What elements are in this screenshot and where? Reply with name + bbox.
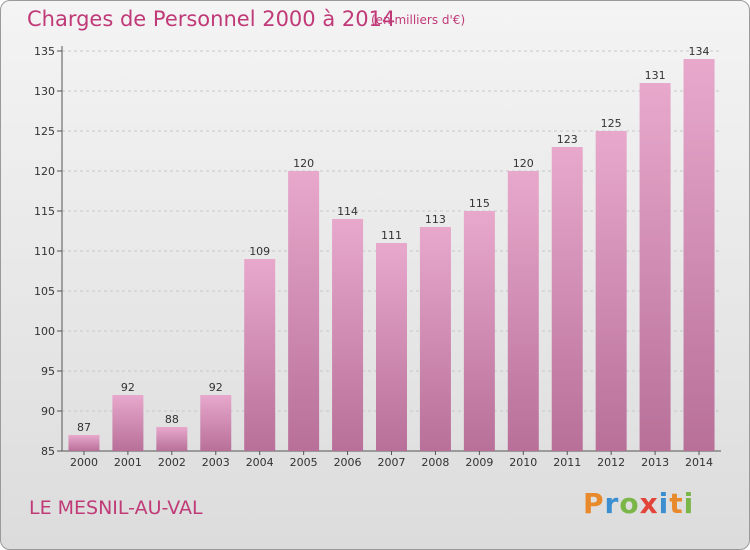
bar-value-label: 92 — [121, 381, 135, 394]
y-tick-label: 125 — [34, 125, 55, 138]
x-tick-label: 2002 — [158, 456, 186, 469]
place-name: LE MESNIL-AU-VAL — [29, 497, 203, 519]
bar — [112, 395, 144, 451]
bar-value-label: 109 — [249, 245, 270, 258]
bar — [419, 227, 451, 451]
x-tick-label: 2003 — [202, 456, 230, 469]
x-tick-label: 2006 — [334, 456, 362, 469]
x-tick-label: 2011 — [553, 456, 581, 469]
bar-value-label: 123 — [557, 133, 578, 146]
x-tick-label: 2013 — [641, 456, 669, 469]
logo-letter: P — [583, 487, 605, 520]
logo-letter: i — [683, 487, 695, 520]
y-tick-label: 110 — [34, 245, 55, 258]
x-tick-label: 2004 — [246, 456, 274, 469]
x-tick-label: 2009 — [465, 456, 493, 469]
y-tick-label: 95 — [41, 365, 55, 378]
logo-letter: r — [604, 487, 620, 520]
bar-value-label: 87 — [77, 421, 91, 434]
logo-letter: x — [639, 487, 659, 520]
bar-value-label: 125 — [601, 117, 622, 130]
x-tick-label: 2001 — [114, 456, 142, 469]
bar — [639, 83, 671, 451]
x-tick-label: 2012 — [597, 456, 625, 469]
logo-letter: i — [658, 487, 670, 520]
bar-value-label: 120 — [513, 157, 534, 170]
bar — [683, 59, 715, 451]
y-tick-label: 135 — [34, 45, 55, 58]
y-tick-label: 105 — [34, 285, 55, 298]
bar — [507, 171, 539, 451]
x-tick-label: 2008 — [421, 456, 449, 469]
y-tick-label: 100 — [34, 325, 55, 338]
bar-value-label: 113 — [425, 213, 446, 226]
bar-value-label: 92 — [209, 381, 223, 394]
bar — [156, 427, 188, 451]
bar — [200, 395, 232, 451]
bar-value-label: 88 — [165, 413, 179, 426]
y-tick-label: 130 — [34, 85, 55, 98]
bar-value-label: 120 — [293, 157, 314, 170]
bar-value-label: 134 — [689, 45, 710, 58]
bar — [288, 171, 320, 451]
bar — [332, 219, 364, 451]
chart-subtitle: (en milliers d'€) — [371, 13, 466, 27]
proxiti-logo[interactable]: Proxiti — [583, 487, 694, 520]
bar — [463, 211, 495, 451]
y-tick-label: 115 — [34, 205, 55, 218]
bar-value-label: 115 — [469, 197, 490, 210]
x-tick-label: 2005 — [290, 456, 318, 469]
x-tick-label: 2010 — [509, 456, 537, 469]
bar-value-label: 131 — [645, 69, 666, 82]
chart-title: Charges de Personnel 2000 à 2014 — [27, 7, 396, 31]
y-tick-label: 90 — [41, 405, 55, 418]
logo-letter: t — [669, 487, 684, 520]
bar-value-label: 114 — [337, 205, 358, 218]
bar — [376, 243, 407, 451]
bar-value-label: 111 — [381, 229, 402, 242]
x-tick-label: 2007 — [378, 456, 406, 469]
y-tick-label: 120 — [34, 165, 55, 178]
bar — [551, 147, 583, 451]
logo-letter: o — [619, 487, 640, 520]
x-tick-label: 2014 — [685, 456, 713, 469]
bar — [595, 131, 627, 451]
bar — [68, 435, 100, 451]
y-tick-label: 85 — [41, 445, 55, 458]
x-tick-label: 2000 — [70, 456, 98, 469]
bar — [244, 259, 276, 451]
